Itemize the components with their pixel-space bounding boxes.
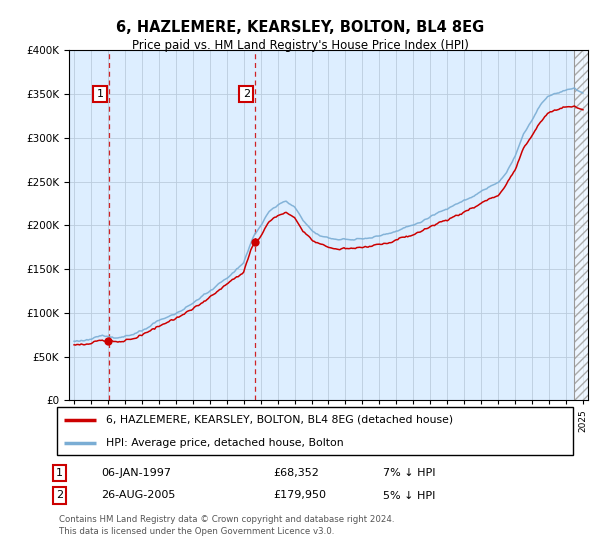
Text: 2: 2 — [56, 491, 63, 501]
Text: 26-AUG-2005: 26-AUG-2005 — [101, 491, 175, 501]
Text: 1: 1 — [97, 89, 104, 99]
Text: Price paid vs. HM Land Registry's House Price Index (HPI): Price paid vs. HM Land Registry's House … — [131, 39, 469, 52]
Text: £179,950: £179,950 — [273, 491, 326, 501]
Text: Contains HM Land Registry data © Crown copyright and database right 2024.
This d: Contains HM Land Registry data © Crown c… — [59, 515, 395, 536]
Text: 1: 1 — [56, 468, 63, 478]
Text: HPI: Average price, detached house, Bolton: HPI: Average price, detached house, Bolt… — [106, 438, 344, 448]
Text: 7% ↓ HPI: 7% ↓ HPI — [383, 468, 436, 478]
Text: 5% ↓ HPI: 5% ↓ HPI — [383, 491, 435, 501]
Text: 6, HAZLEMERE, KEARSLEY, BOLTON, BL4 8EG (detached house): 6, HAZLEMERE, KEARSLEY, BOLTON, BL4 8EG … — [106, 414, 454, 424]
Text: £68,352: £68,352 — [273, 468, 319, 478]
Text: 6, HAZLEMERE, KEARSLEY, BOLTON, BL4 8EG: 6, HAZLEMERE, KEARSLEY, BOLTON, BL4 8EG — [116, 20, 484, 35]
FancyBboxPatch shape — [56, 407, 574, 455]
Text: 06-JAN-1997: 06-JAN-1997 — [101, 468, 171, 478]
Text: 2: 2 — [242, 89, 250, 99]
